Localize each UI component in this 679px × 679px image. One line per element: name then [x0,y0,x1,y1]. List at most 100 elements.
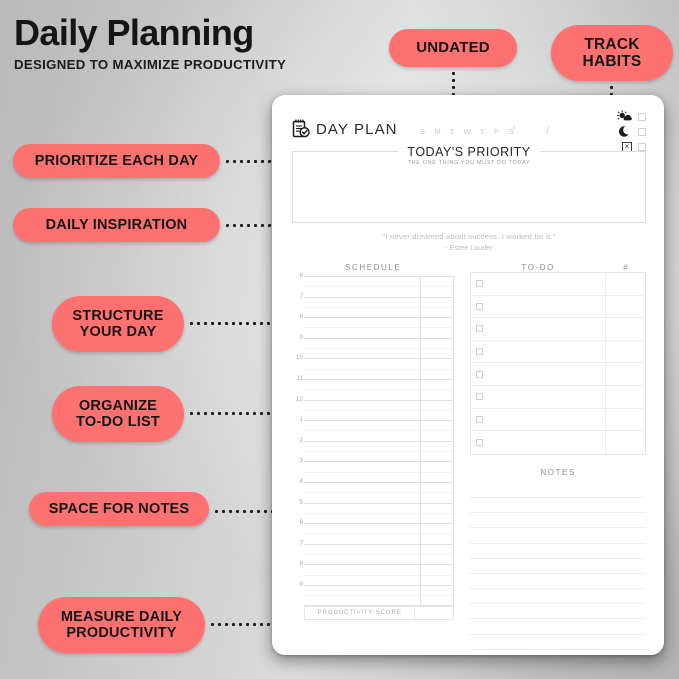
todo-checkbox[interactable] [476,302,484,310]
badge-structure-your-day[interactable]: STRUCTURE YOUR DAY [52,296,184,352]
todo-row[interactable] [471,363,645,386]
schedule-row[interactable]: 2 [292,437,455,462]
schedule-row[interactable]: 12 [292,396,455,421]
todo-row-count[interactable] [605,385,645,408]
todo-table[interactable] [470,272,646,455]
badge-undated-label: UNDATED [416,38,490,56]
todays-priority-box[interactable]: TODAY'S PRIORITY THE ONE THING YOU MUST … [292,145,646,223]
badge-undated[interactable]: UNDATED [389,29,517,67]
date-slot-1[interactable]: / [512,125,517,137]
todo-row[interactable] [471,431,645,454]
todo-row[interactable] [471,385,645,409]
date-slot-2[interactable]: / [546,125,551,137]
habit-row-morning[interactable] [594,109,646,124]
notes-line[interactable] [470,544,646,559]
todo-row-count[interactable] [605,363,645,385]
todo-row-text[interactable] [471,386,605,408]
todo-checkbox[interactable] [476,370,484,378]
notes-line[interactable] [470,483,646,498]
schedule-row[interactable]: 10 [292,354,455,379]
schedule-hour-label: 8 [299,313,303,321]
todo-row[interactable] [471,295,645,319]
notes-line[interactable] [470,635,646,650]
schedule-row[interactable]: 8 [292,313,455,338]
todo-row-text[interactable] [471,273,605,295]
badge-daily-inspiration[interactable]: DAILY INSPIRATION [13,208,220,242]
schedule-row[interactable]: 1 [292,416,455,441]
todo-row-count[interactable] [605,273,645,295]
todo-row-text[interactable] [471,341,605,363]
schedule-grid[interactable]: 6 7 8 9 10 11 12 1 2 3 4 5 6 7 8 9 [292,272,455,606]
todo-row[interactable] [471,408,645,432]
schedule-half-rule [304,430,455,432]
schedule-row[interactable]: 3 [292,457,455,482]
weekday-letters[interactable]: S M T W T F S [420,127,517,136]
badge-organize-line2: TO-DO LIST [76,414,160,430]
schedule-row[interactable]: 8 [292,560,455,585]
badge-organize-line1: ORGANIZE [78,397,158,414]
schedule-row[interactable]: 5 [292,499,455,524]
todo-row-text[interactable] [471,409,605,431]
badge-prioritize-each-day[interactable]: PRIORITIZE EACH DAY [13,144,220,178]
connector-dots [188,322,297,325]
schedule-row[interactable]: 9 [292,581,455,606]
schedule-hour-rule [304,420,455,422]
productivity-score-input[interactable] [414,605,455,620]
schedule-row[interactable]: 6 [292,272,455,297]
notes-line[interactable] [470,604,646,620]
todo-row[interactable] [471,318,645,341]
habit-checkbox-morning[interactable] [638,112,646,121]
schedule-row[interactable]: 11 [292,375,455,400]
notes-line[interactable] [470,513,646,529]
schedule-hour-label: 12 [295,395,303,403]
badge-track-habits[interactable]: TRACK HABITS [551,25,673,81]
badge-space-for-notes[interactable]: SPACE FOR NOTES [29,492,209,526]
notes-line[interactable] [470,498,646,514]
schedule-row[interactable]: 7 [292,293,455,318]
todo-row[interactable] [471,340,645,364]
todo-checkbox[interactable] [476,348,484,356]
todo-row[interactable] [471,273,645,296]
todo-row-text[interactable] [471,318,605,340]
notes-line[interactable] [470,559,646,574]
schedule-row[interactable]: 9 [292,334,455,359]
todo-checkbox[interactable] [476,438,484,446]
date-slots[interactable]: / / [512,125,580,137]
schedule-hour-rule [304,440,455,442]
schedule-row[interactable]: 6 [292,519,455,544]
notes-line[interactable] [470,528,646,544]
todo-row-count[interactable] [605,295,645,318]
quote-text: "I never dreamed about success. I worked… [382,232,556,241]
planner-columns: SCHEDULE 6 7 8 9 10 11 12 1 2 3 4 5 6 7 8 9 PRODUCTIVIT… [292,263,646,650]
notes-line[interactable] [470,619,646,635]
todo-row-count[interactable] [605,318,645,340]
schedule-row[interactable]: 4 [292,478,455,503]
todo-checkbox[interactable] [476,280,484,288]
notes-line[interactable] [470,589,646,605]
todo-row-text[interactable] [471,296,605,318]
todo-checkbox[interactable] [476,415,484,423]
habit-checkbox-other[interactable] [638,142,646,151]
productivity-score-row[interactable]: PRODUCTIVITY SCORE [304,605,455,620]
schedule-hour-rule [304,337,455,339]
todo-checkbox[interactable] [476,325,484,333]
page-subtitle: DESIGNED TO MAXIMIZE PRODUCTIVITY [14,57,287,72]
todo-row-count[interactable] [605,340,645,363]
badge-organize-todo-list[interactable]: ORGANIZE TO-DO LIST [52,386,184,442]
todo-row-count[interactable] [605,408,645,431]
badge-structure-line1: STRUCTURE [72,307,164,324]
schedule-half-rule [304,389,455,391]
todo-row-text[interactable] [471,363,605,385]
badge-structure-line2: YOUR DAY [79,324,157,340]
notes-lines[interactable] [470,483,646,650]
badge-measure-daily-productivity[interactable]: MEASURE DAILY PRODUCTIVITY [38,597,205,653]
schedule-half-rule [304,306,455,308]
habit-row-night[interactable] [594,124,646,139]
schedule-hour-rule [304,296,455,298]
todo-row-text[interactable] [471,431,605,454]
todo-checkbox[interactable] [476,393,484,401]
schedule-row[interactable]: 7 [292,540,455,565]
habit-checkbox-night[interactable] [638,127,646,136]
todo-row-count[interactable] [605,431,645,454]
notes-line[interactable] [470,574,646,590]
